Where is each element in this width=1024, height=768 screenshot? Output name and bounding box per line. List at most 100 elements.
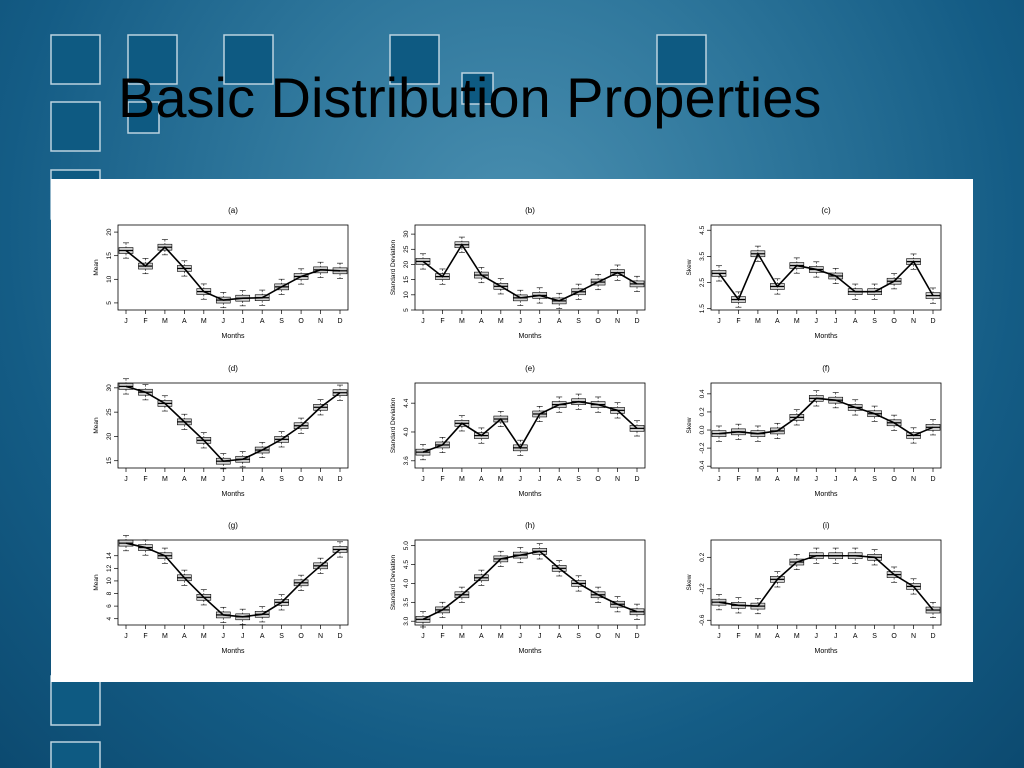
plot-frame (414, 224, 646, 311)
x-tick-label: D (634, 633, 639, 640)
chart-1: (b) 5 10 15 20 25 30 Standard Deviation J F M A M J J A… (390, 206, 646, 340)
y-tick-label: 30 (106, 384, 113, 392)
y-tick-label: 0.2 (699, 552, 706, 561)
x-tick-label: M (794, 318, 800, 325)
plot-frame (414, 539, 646, 626)
y-tick-label: 10 (106, 275, 113, 283)
x-tick-label: S (279, 318, 284, 325)
chart-panel-label: (b) (525, 206, 535, 215)
y-axis-label: Skew (686, 574, 693, 590)
x-tick-label: A (479, 318, 484, 325)
x-axis-label: Months (222, 491, 245, 498)
y-axis-label: Mean (93, 574, 100, 591)
y-axis-label: Standard Deviation (390, 554, 397, 610)
x-tick-label: N (318, 633, 323, 640)
y-tick-label: 5.0 (403, 541, 410, 550)
x-tick-label: J (538, 318, 542, 325)
x-tick-label: J (421, 476, 425, 483)
x-tick-label: A (853, 633, 858, 640)
x-tick-label: A (260, 633, 265, 640)
y-axis-label: Skew (686, 259, 693, 275)
x-tick-label: N (615, 476, 620, 483)
decor-square (50, 101, 101, 152)
x-tick-label: J (834, 318, 838, 325)
x-tick-label: M (201, 318, 207, 325)
decor-square (223, 34, 274, 85)
x-tick-label: A (479, 476, 484, 483)
decor-square (127, 34, 178, 85)
x-tick-label: J (834, 633, 838, 640)
y-tick-label: 10 (403, 291, 410, 299)
x-tick-label: J (222, 476, 226, 483)
x-axis-label: Months (222, 333, 245, 340)
chart-2: (c) 1.5 2.5 3.5 4.5 Skew J F M A M J J A S O N D Months (686, 206, 942, 340)
x-axis-label: Months (815, 333, 838, 340)
y-tick-label: -0.4 (699, 460, 706, 472)
x-tick-label: A (260, 318, 265, 325)
decor-square (656, 34, 707, 85)
x-tick-label: M (162, 476, 168, 483)
series-line (125, 542, 341, 618)
y-tick-label: 4.5 (403, 560, 410, 569)
x-tick-label: J (222, 633, 226, 640)
x-tick-label: M (755, 318, 761, 325)
y-tick-label: 8 (106, 591, 113, 595)
x-tick-label: J (717, 633, 721, 640)
y-tick-label: 4.0 (403, 427, 410, 436)
x-tick-label: J (124, 318, 128, 325)
decor-square (50, 34, 101, 85)
x-tick-label: M (201, 633, 207, 640)
x-tick-label: J (241, 318, 245, 325)
x-tick-label: D (337, 476, 342, 483)
x-axis-label: Months (815, 491, 838, 498)
x-tick-label: D (337, 633, 342, 640)
chart-panel-label: (h) (525, 521, 535, 530)
decor-square (127, 101, 160, 134)
x-tick-label: J (421, 318, 425, 325)
x-tick-label: F (440, 476, 444, 483)
x-tick-label: D (930, 476, 935, 483)
y-tick-label: 4.0 (403, 579, 410, 588)
series-line (422, 400, 638, 453)
x-tick-label: N (318, 318, 323, 325)
x-tick-label: O (298, 318, 304, 325)
y-tick-label: 20 (403, 260, 410, 268)
y-axis-label: Skew (686, 417, 693, 433)
x-tick-label: N (615, 318, 620, 325)
x-tick-label: J (124, 476, 128, 483)
x-tick-label: M (459, 476, 465, 483)
y-tick-label: 0.0 (699, 425, 706, 434)
x-tick-label: M (794, 476, 800, 483)
x-tick-label: J (815, 633, 819, 640)
x-tick-label: D (634, 318, 639, 325)
y-tick-label: 0.4 (699, 389, 706, 398)
y-tick-label: 5 (106, 301, 113, 305)
y-tick-label: 2.5 (699, 278, 706, 287)
x-tick-label: A (775, 318, 780, 325)
y-tick-label: 25 (403, 245, 410, 253)
x-axis-label: Months (519, 333, 542, 340)
x-axis-label: Months (222, 648, 245, 655)
y-tick-label: 20 (106, 432, 113, 440)
x-tick-label: F (143, 633, 147, 640)
x-tick-label: J (222, 318, 226, 325)
chart-panel-label: (i) (822, 521, 829, 530)
x-tick-label: J (538, 633, 542, 640)
y-tick-label: 15 (403, 276, 410, 284)
x-tick-label: M (201, 476, 207, 483)
series-line (125, 385, 341, 463)
x-tick-label: J (421, 633, 425, 640)
y-axis-label: Standard Deviation (390, 397, 397, 453)
x-tick-label: J (124, 633, 128, 640)
y-tick-label: 4 (106, 617, 113, 621)
chart-panel-label: (f) (822, 364, 830, 373)
x-tick-label: F (440, 633, 444, 640)
chart-panel-label: (g) (228, 521, 238, 530)
y-tick-label: 15 (106, 457, 113, 465)
x-tick-label: S (872, 476, 877, 483)
x-tick-label: J (815, 318, 819, 325)
series-line (718, 554, 934, 611)
plot-frame (117, 224, 349, 311)
x-tick-label: S (576, 476, 581, 483)
